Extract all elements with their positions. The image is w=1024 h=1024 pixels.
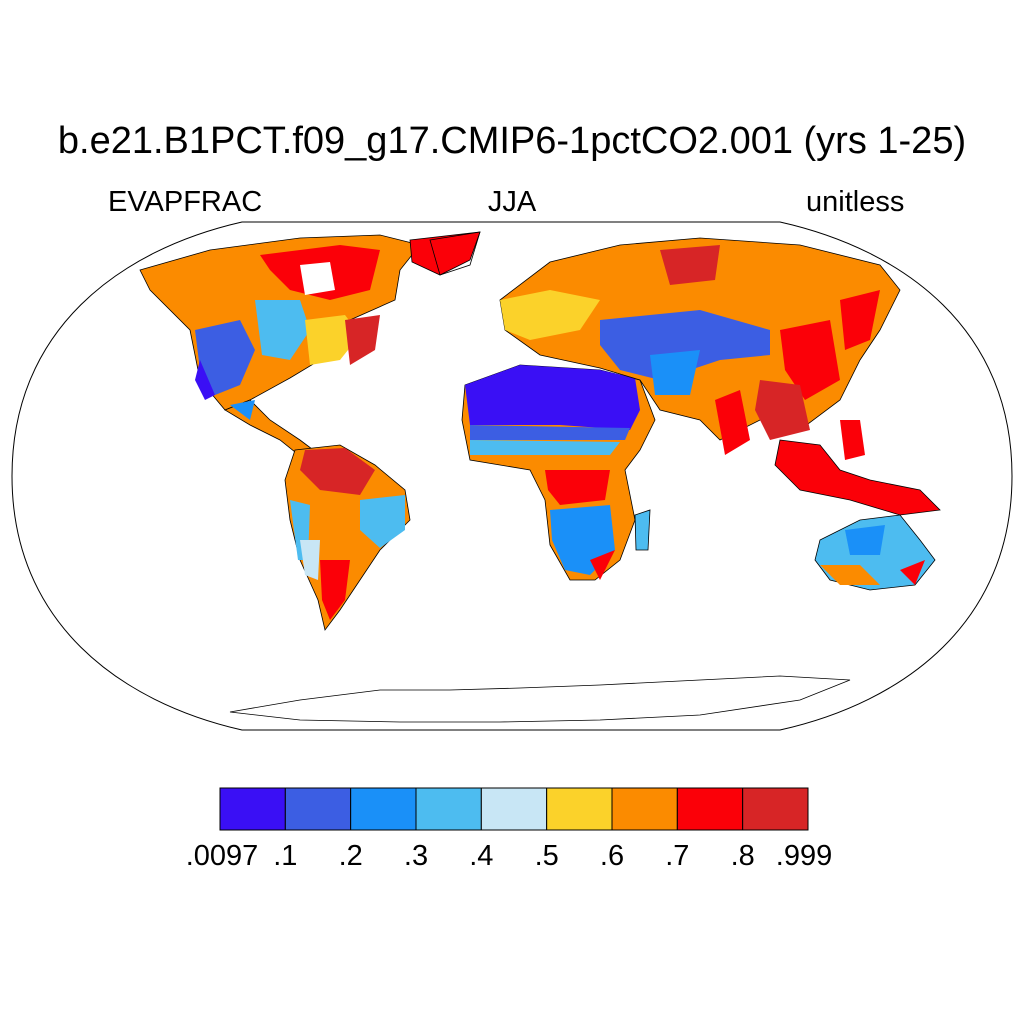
north-america — [139, 231, 481, 461]
units-label: unitless — [806, 186, 905, 218]
colorbar-tick-label: .7 — [665, 840, 690, 872]
season-label: JJA — [487, 186, 537, 218]
colorbar-tick-label: .4 — [469, 840, 494, 872]
colorbar-tick-label: .999 — [775, 840, 833, 872]
australia — [814, 514, 936, 591]
colorbar-swatch — [219, 787, 286, 831]
eurasia — [499, 237, 901, 455]
colorbar-tick-label: .1 — [273, 840, 298, 872]
colorbar-swatch — [676, 787, 744, 831]
colorbar-swatch — [415, 787, 482, 831]
colorbar-tick-label: .3 — [403, 840, 429, 872]
colorbar-swatch — [350, 787, 417, 831]
colorbar-swatch — [284, 787, 352, 831]
africa — [461, 364, 656, 581]
colorbar-swatch — [611, 787, 678, 831]
colorbar-swatch — [742, 787, 809, 831]
maritime-continent — [774, 420, 941, 516]
colorbar-tick-label: .5 — [534, 840, 559, 872]
colorbar-swatches — [219, 787, 809, 831]
south-america — [284, 444, 411, 631]
colorbar-tick-label: .6 — [599, 840, 625, 872]
greenland-outline — [429, 231, 481, 276]
main-title: b.e21.B1PCT.f09_g17.CMIP6-1pctCO2.001 (y… — [57, 120, 967, 162]
colorbar-swatch — [480, 787, 548, 831]
variable-label: EVAPFRAC — [108, 186, 263, 218]
colorbar-tick-label: .2 — [338, 840, 363, 872]
colorbar-tick-label: .0097 — [185, 840, 259, 872]
antarctica-outline — [229, 675, 851, 723]
colorbar-tick-label: .8 — [730, 840, 755, 872]
colorbar-swatch — [546, 787, 613, 831]
